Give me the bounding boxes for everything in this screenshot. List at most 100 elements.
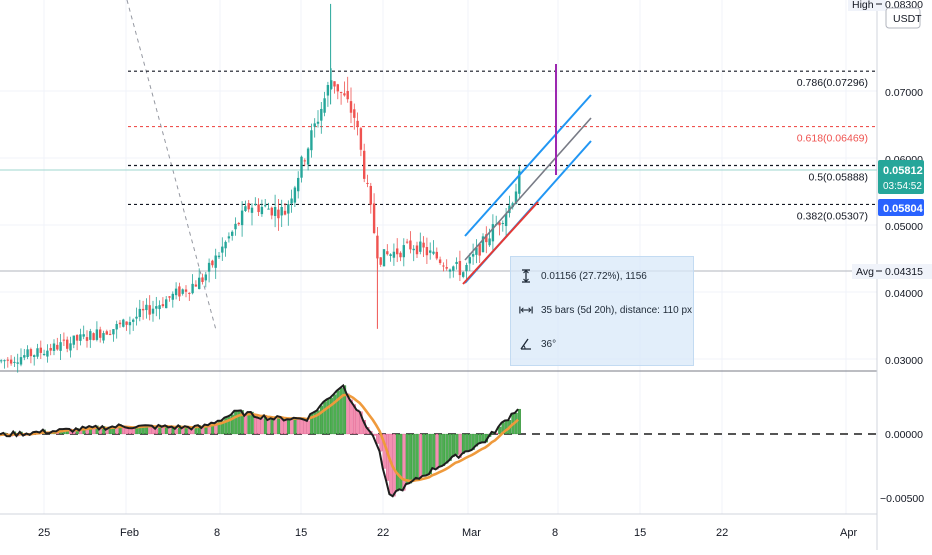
bars-range-icon bbox=[519, 303, 533, 317]
candle bbox=[207, 258, 211, 283]
histogram-bar bbox=[293, 417, 297, 435]
candle bbox=[336, 83, 339, 100]
candle bbox=[122, 318, 125, 328]
histogram-bar bbox=[498, 426, 502, 435]
candle bbox=[158, 300, 161, 320]
histogram-bar bbox=[343, 385, 347, 435]
time-axis[interactable]: 25 Feb 8 15 22 Mar 8 15 22 Apr bbox=[38, 527, 857, 539]
fib-level-label: 0.786(0.07296) bbox=[797, 77, 868, 89]
candle bbox=[491, 214, 495, 252]
candle bbox=[481, 233, 485, 253]
candle bbox=[508, 195, 511, 218]
candle bbox=[366, 174, 369, 188]
candle bbox=[155, 296, 158, 317]
channel-base-line[interactable] bbox=[462, 201, 539, 285]
currency-button-label: USDT bbox=[893, 13, 922, 25]
histogram-bar bbox=[346, 393, 350, 435]
countdown-value: 03:54:52 bbox=[883, 181, 922, 192]
candle bbox=[452, 265, 455, 278]
candle bbox=[405, 238, 409, 244]
candlestick-series[interactable] bbox=[0, 3, 521, 373]
channel-middle-line[interactable] bbox=[464, 117, 592, 261]
histogram-bar bbox=[277, 415, 281, 435]
candle bbox=[3, 359, 6, 369]
last-price-value: 0.05812 bbox=[883, 165, 923, 177]
candle bbox=[372, 193, 376, 235]
candle bbox=[184, 285, 188, 298]
candle bbox=[6, 357, 9, 368]
candle bbox=[382, 249, 386, 267]
time-tick: Feb bbox=[120, 527, 139, 539]
last-price-badge: 0.05812 03:54:52 bbox=[878, 160, 924, 194]
histogram-bar bbox=[419, 433, 423, 479]
candle bbox=[415, 241, 419, 258]
histogram-bar bbox=[471, 433, 475, 450]
candle bbox=[392, 243, 396, 266]
candle bbox=[234, 217, 237, 236]
currency-button[interactable]: USDT bbox=[885, 7, 922, 29]
candle bbox=[201, 273, 204, 285]
histogram-bar bbox=[320, 405, 324, 435]
histogram-bar bbox=[306, 420, 310, 435]
candle bbox=[145, 298, 148, 319]
price-tick: 0.04000 bbox=[885, 288, 923, 300]
fibonacci-levels[interactable] bbox=[128, 70, 877, 206]
candle bbox=[99, 326, 102, 343]
candle bbox=[448, 268, 452, 279]
histogram-bar bbox=[517, 408, 521, 435]
measure-price-change: 0.01156 (27.72%), 1156 bbox=[541, 270, 647, 282]
secondary-price-badge: 0.05804 bbox=[878, 199, 924, 216]
candle bbox=[316, 110, 320, 128]
candle bbox=[356, 112, 359, 136]
fibonacci-labels: 0.786(0.07296) 0.618(0.06469) 0.5(0.05888)… bbox=[797, 77, 868, 222]
parallel-channel[interactable] bbox=[462, 94, 592, 285]
candle bbox=[389, 253, 392, 262]
price-axis[interactable]: 0.07000 0.06000 0.05000 0.04000 0.03000 bbox=[885, 87, 923, 367]
candle bbox=[240, 201, 244, 237]
histogram-bar bbox=[257, 417, 261, 435]
indicator-axis[interactable]: 0.00000 −0.00500 bbox=[880, 429, 924, 505]
candle bbox=[227, 232, 231, 243]
candle bbox=[455, 257, 458, 270]
histogram-bar bbox=[300, 418, 304, 435]
candle bbox=[39, 340, 42, 359]
measure-tooltip: 0.01156 (27.72%), 1156 35 bars (5d 20h),… bbox=[510, 256, 694, 366]
time-tick: 8 bbox=[214, 527, 220, 539]
histogram-bar bbox=[356, 409, 360, 435]
time-tick: Apr bbox=[840, 527, 857, 539]
histogram-bar bbox=[296, 418, 300, 435]
candle bbox=[353, 103, 356, 130]
candle bbox=[498, 220, 501, 236]
indicator-tick: 0.00000 bbox=[885, 429, 923, 441]
candle bbox=[273, 194, 277, 228]
candle bbox=[211, 259, 214, 268]
candle bbox=[29, 347, 33, 364]
candle bbox=[247, 199, 250, 213]
candle bbox=[287, 200, 290, 226]
channel-upper-line[interactable] bbox=[464, 94, 592, 237]
candle bbox=[178, 282, 181, 301]
price-tick: 0.07000 bbox=[885, 87, 923, 99]
candle bbox=[462, 271, 465, 279]
candle bbox=[283, 203, 287, 216]
candle bbox=[168, 295, 171, 302]
candle bbox=[79, 328, 82, 346]
candle bbox=[108, 329, 112, 336]
candle bbox=[310, 123, 313, 158]
high-label-value: 0.08300 bbox=[885, 0, 923, 11]
candle bbox=[132, 318, 135, 331]
candle bbox=[277, 198, 280, 231]
candle bbox=[194, 280, 198, 287]
candle bbox=[42, 349, 46, 356]
avg-label-text: Avg bbox=[856, 266, 874, 278]
histogram-bar bbox=[438, 433, 442, 468]
candle bbox=[128, 316, 132, 335]
candle bbox=[343, 81, 346, 97]
candle bbox=[409, 231, 412, 254]
candle bbox=[280, 199, 283, 228]
time-tick: Mar bbox=[462, 527, 481, 539]
candle bbox=[396, 238, 399, 263]
price-range-icon bbox=[519, 269, 533, 283]
